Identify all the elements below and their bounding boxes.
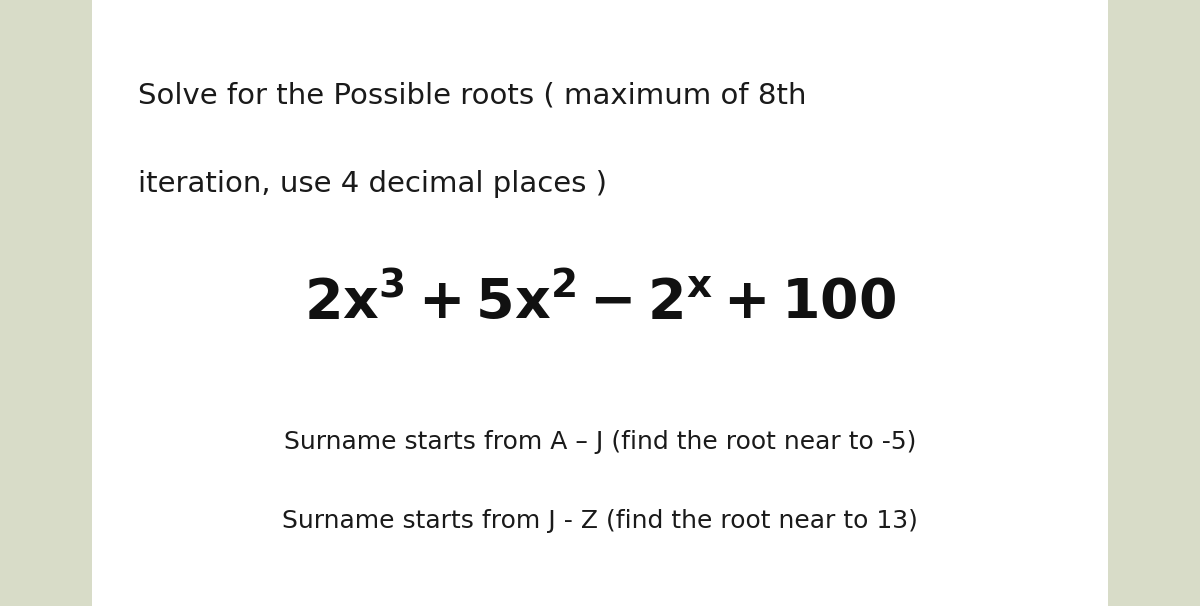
Text: Surname starts from A – J (find the root near to -5): Surname starts from A – J (find the root… — [284, 430, 916, 454]
Text: iteration, use 4 decimal places ): iteration, use 4 decimal places ) — [138, 170, 607, 198]
Text: Surname starts from J - Z (find the root near to 13): Surname starts from J - Z (find the root… — [282, 509, 918, 533]
Text: $\mathbf{2x^3 + 5x^2 - 2^x + 100}$: $\mathbf{2x^3 + 5x^2 - 2^x + 100}$ — [304, 275, 896, 331]
Text: Solve for the Possible roots ( maximum of 8th: Solve for the Possible roots ( maximum o… — [138, 82, 806, 110]
